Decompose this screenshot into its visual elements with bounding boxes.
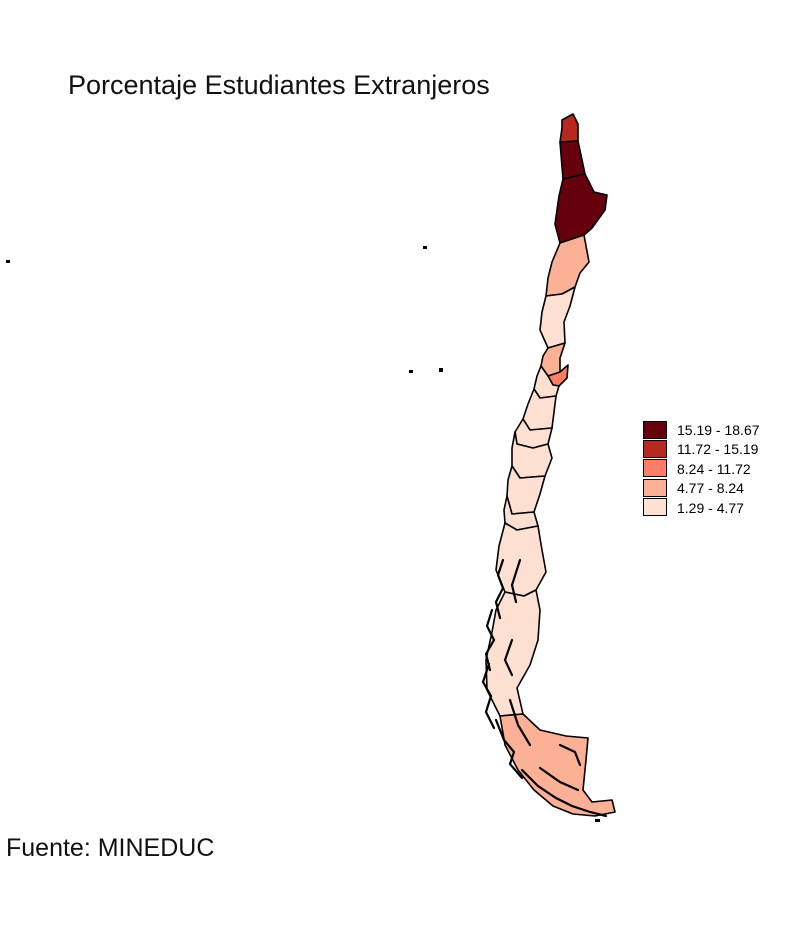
- legend-item: 4.77 - 8.24: [643, 478, 760, 499]
- legend-label: 4.77 - 8.24: [677, 480, 744, 497]
- region-magallanes: [499, 713, 616, 817]
- map-legend: 15.19 - 18.67 11.72 - 15.19 8.24 - 11.72…: [643, 420, 760, 518]
- region-atacama: [545, 234, 590, 297]
- legend-item: 1.29 - 4.77: [643, 498, 760, 518]
- legend-swatch: [643, 498, 667, 516]
- legend-label: 1.29 - 4.77: [677, 499, 744, 516]
- legend-swatch: [643, 478, 667, 497]
- legend-item: 15.19 - 18.67: [643, 420, 760, 440]
- region-arica-y-parinacota: [559, 113, 579, 143]
- region-antofagasta: [554, 173, 608, 244]
- legend-label: 15.19 - 18.67: [677, 421, 760, 438]
- source-caption: Fuente: MINEDUC: [6, 834, 215, 862]
- legend-swatch: [643, 459, 667, 477]
- legend-swatch: [643, 420, 667, 439]
- region-biobio: [511, 431, 553, 479]
- legend-label: 11.72 - 15.19: [677, 441, 759, 458]
- offshore-islands: [6, 246, 600, 822]
- region-aysen: [485, 589, 541, 717]
- region-coquimbo: [539, 286, 576, 349]
- legend-label: 8.24 - 11.72: [677, 460, 751, 477]
- legend-item: 11.72 - 15.19: [643, 439, 760, 460]
- legend-item: 8.24 - 11.72: [643, 459, 760, 479]
- coastline-islands: [481, 558, 608, 818]
- legend-swatch: [643, 439, 667, 458]
- region-tarapaca: [559, 140, 586, 180]
- map-title: Porcentaje Estudiantes Extranjeros: [68, 70, 490, 100]
